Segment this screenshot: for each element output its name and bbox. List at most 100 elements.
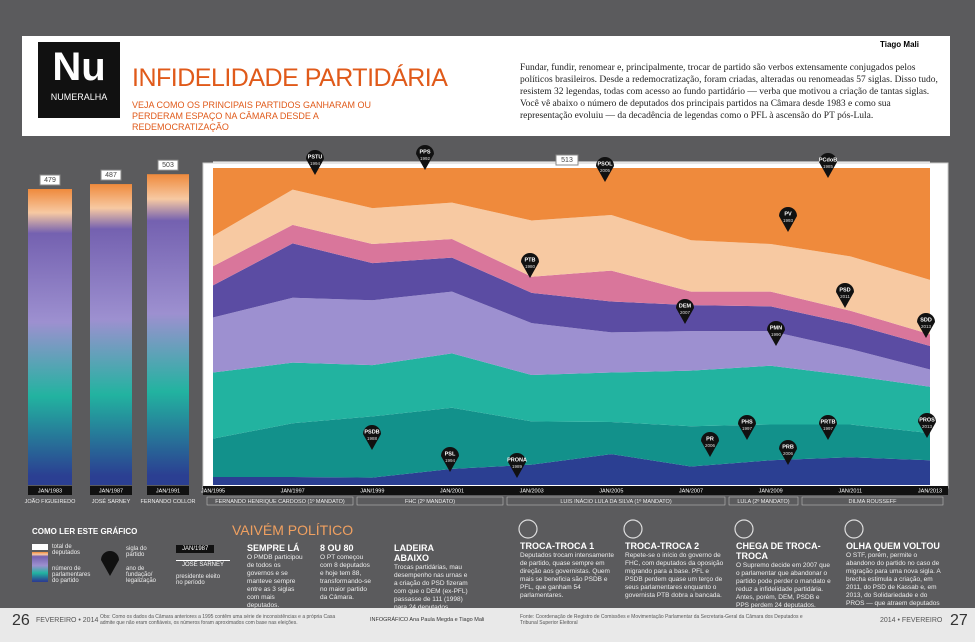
section-icon	[734, 519, 754, 539]
marker-label: PMN	[770, 325, 782, 331]
guide-pin	[101, 551, 119, 576]
period-band	[206, 496, 354, 506]
x-tick-label: JAN/2001	[440, 488, 464, 494]
period-band	[801, 496, 944, 506]
period-label: DILMA ROUSSEFF	[849, 499, 898, 505]
month-left: FEVEREIRO • 2014	[36, 617, 99, 624]
marker-label: PROS	[919, 417, 935, 423]
column	[90, 184, 132, 485]
marker-label: PV	[784, 211, 792, 217]
marker-year: 2006	[705, 443, 716, 448]
month-right: 2014 • FEVEREIRO	[880, 617, 943, 624]
marker-year: 2013	[922, 424, 933, 429]
section: OLHA QUEM VOLTOU O STF, porém, permite o …	[846, 541, 946, 616]
marker-label: PRB	[782, 444, 794, 450]
area	[213, 189, 930, 335]
guide-founded: ano de fundação/ legalização	[126, 566, 157, 584]
section-title: LADEIRA ABAIXO	[394, 543, 434, 563]
marker-pin	[521, 253, 539, 278]
column-date: JAN/1991	[156, 488, 180, 494]
marker-label: PSDB	[364, 429, 379, 435]
marker-year: 2013	[921, 324, 932, 329]
marker-pin	[596, 157, 614, 182]
column	[147, 174, 189, 486]
logo-box: Nu NUMERALHA	[38, 42, 120, 118]
column-total-box	[157, 159, 179, 171]
note: Obs: Como os dados da Câmara anteriores …	[100, 614, 336, 626]
marker-year: 1997	[823, 426, 834, 431]
marker-pin	[508, 453, 526, 478]
x-tick-label: JAN/2009	[759, 488, 783, 494]
section: SEMPRE LÁ O PMDB participou de todos os g…	[247, 543, 307, 610]
period-label: LULA (2º MANDATO)	[737, 498, 789, 505]
marker-label: SDD	[920, 317, 932, 323]
section-text: O PT começou com 8 deputados e hoje tem …	[320, 554, 371, 601]
marker-pin	[441, 447, 459, 472]
marker-pin	[416, 145, 434, 170]
column-total: 487	[105, 172, 117, 179]
marker-pin	[917, 313, 935, 338]
area	[213, 454, 930, 485]
marker-year: 1988	[367, 436, 378, 441]
guide-president: JOSÉ SARNEY	[176, 560, 231, 569]
section-title: TROCA-TROCA 2	[625, 541, 700, 551]
marker-pin	[779, 440, 797, 465]
title: INFIDELIDADE PARTIDÁRIA	[132, 64, 448, 92]
marker-label: PSL	[445, 451, 456, 457]
section-title: 8 OU 80	[320, 543, 354, 553]
period-label: FHC (2º MANDATO)	[405, 498, 455, 505]
marker-label: PRTB	[821, 419, 836, 425]
marker-label: PR	[706, 436, 714, 442]
x-tick-label: JAN/1997	[281, 488, 305, 494]
section-text: Deputados trocam intensamente de partido…	[520, 552, 614, 599]
section: TROCA-TROCA 1 Deputados trocam intensamen…	[520, 541, 615, 600]
section: CHEGA DE TROCA-TROCA O Supremo decide em …	[736, 541, 831, 610]
x-tick-label: JAN/2011	[838, 488, 862, 494]
guide-president-note: presidente eleito no período	[176, 574, 221, 586]
marker-year: 2006	[783, 451, 794, 456]
marker-label: PPS	[419, 149, 430, 155]
area	[213, 224, 930, 346]
source: Fonte: Coordenação de Registro de Comiss…	[520, 614, 803, 626]
section-icon	[518, 519, 538, 539]
marker-label: PCdoB	[819, 157, 837, 163]
total-box	[555, 154, 579, 166]
column-president: JOÃO FIGUEIREDO	[25, 498, 76, 505]
section-text: Repete-se o início do governo de FHC, co…	[625, 552, 724, 599]
section-text: O Supremo decide em 2007 que o parlament…	[736, 562, 831, 609]
marker-pin	[701, 432, 719, 457]
marker-pin	[738, 415, 756, 440]
marker-label: DEM	[679, 303, 692, 309]
marker-pin	[767, 321, 785, 346]
page-left: 26	[12, 612, 30, 629]
section: LADEIRA ABAIXO Trocas partidárias, mau de…	[394, 543, 469, 612]
footer	[0, 608, 975, 642]
section: TROCA-TROCA 2 Repete-se o início do gover…	[625, 541, 725, 600]
column-date: JAN/1983	[38, 488, 62, 494]
marker-year: 1993	[783, 218, 794, 223]
guide-total: total de deputados	[52, 544, 81, 556]
period-label: FERNANDO HENRIQUE CARDOSO (1º MANDATO)	[215, 498, 345, 505]
sections-title: VAIVÉM POLÍTICO	[232, 522, 354, 538]
marker-pin	[779, 207, 797, 232]
guide-count: número de parlamentares do partido	[52, 566, 91, 584]
marker-label: PRONA	[507, 457, 527, 463]
guide-date: JAN/1987	[176, 545, 215, 553]
period-band	[728, 496, 799, 506]
x-tick-label: JAN/2007	[679, 488, 703, 494]
marker-pin	[819, 153, 837, 178]
column-total-box	[100, 169, 122, 181]
x-tick-label: JAN/1995	[201, 488, 225, 494]
marker-pin	[836, 283, 854, 308]
x-tick-label: JAN/2013	[918, 488, 942, 494]
marker-pin	[819, 415, 837, 440]
logo-caption: NUMERALHA	[50, 92, 108, 102]
section-text: O STF, porém, permite o abandono do part…	[846, 552, 941, 615]
x-tick-label: JAN/2003	[520, 488, 544, 494]
column-date-box	[90, 486, 132, 495]
marker-label: PHS	[741, 419, 753, 425]
marker-year: 1989	[512, 464, 523, 469]
column-total-box	[39, 174, 61, 186]
